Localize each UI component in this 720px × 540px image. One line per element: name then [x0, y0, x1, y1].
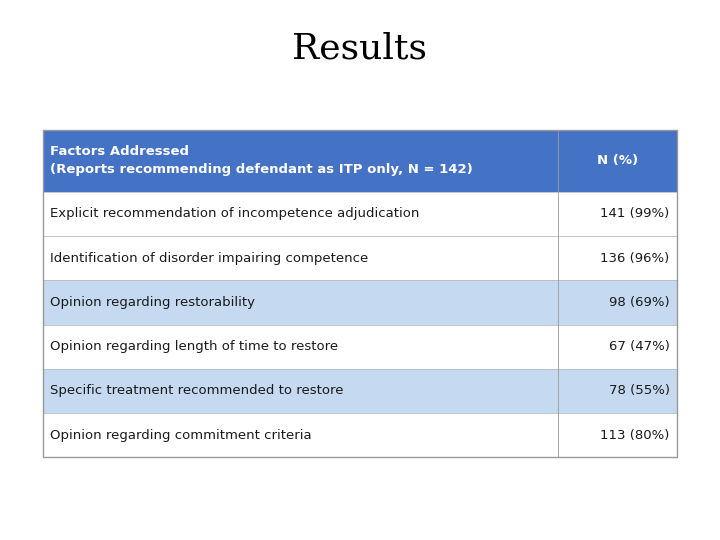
Bar: [558, 236, 677, 280]
Text: Opinion regarding commitment criteria: Opinion regarding commitment criteria: [50, 429, 312, 442]
Text: 78 (55%): 78 (55%): [608, 384, 670, 397]
Text: Opinion regarding length of time to restore: Opinion regarding length of time to rest…: [50, 340, 338, 353]
Text: Opinion regarding restorability: Opinion regarding restorability: [50, 296, 256, 309]
Text: 67 (47%): 67 (47%): [608, 340, 670, 353]
Text: 113 (80%): 113 (80%): [600, 429, 670, 442]
Bar: [558, 369, 677, 413]
Bar: [43, 192, 558, 236]
Bar: [43, 236, 558, 280]
Bar: [558, 325, 677, 369]
Bar: [43, 130, 677, 457]
Bar: [558, 130, 677, 192]
Text: 141 (99%): 141 (99%): [600, 207, 670, 220]
Text: Factors Addressed
(Reports recommending defendant as ITP only, N = 142): Factors Addressed (Reports recommending …: [50, 145, 473, 176]
Bar: [43, 130, 558, 192]
Bar: [558, 413, 677, 457]
Bar: [558, 280, 677, 325]
Bar: [43, 280, 558, 325]
Text: Results: Results: [292, 32, 428, 65]
Bar: [43, 369, 558, 413]
Text: Specific treatment recommended to restore: Specific treatment recommended to restor…: [50, 384, 344, 397]
Text: N (%): N (%): [597, 154, 638, 167]
Bar: [558, 192, 677, 236]
Text: 136 (96%): 136 (96%): [600, 252, 670, 265]
Text: Explicit recommendation of incompetence adjudication: Explicit recommendation of incompetence …: [50, 207, 420, 220]
Bar: [43, 413, 558, 457]
Text: 98 (69%): 98 (69%): [609, 296, 670, 309]
Text: Identification of disorder impairing competence: Identification of disorder impairing com…: [50, 252, 369, 265]
Bar: [43, 325, 558, 369]
